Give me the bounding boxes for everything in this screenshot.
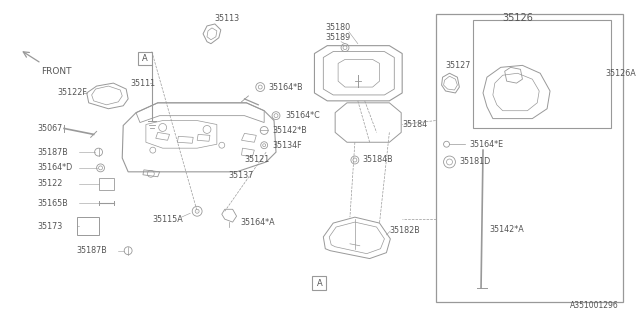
- Bar: [77, 217, 99, 235]
- Bar: [473, 20, 611, 128]
- Text: 35184B: 35184B: [363, 156, 394, 164]
- Text: 35187B: 35187B: [77, 246, 108, 255]
- Text: 35184: 35184: [402, 120, 428, 129]
- Text: 35180: 35180: [325, 23, 351, 32]
- Text: 35126: 35126: [502, 13, 533, 23]
- Text: 35126A: 35126A: [605, 69, 636, 78]
- Bar: [138, 52, 152, 65]
- Text: 35164*E: 35164*E: [469, 140, 503, 149]
- Text: A351001296: A351001296: [570, 301, 619, 310]
- Text: 35187B: 35187B: [38, 148, 68, 156]
- Text: 35122F: 35122F: [57, 88, 87, 98]
- Bar: [312, 276, 326, 290]
- Text: 35115A: 35115A: [153, 215, 184, 224]
- Text: A: A: [317, 279, 323, 288]
- Text: 35121: 35121: [244, 156, 269, 164]
- Text: 35165B: 35165B: [38, 199, 68, 208]
- Text: 35164*D: 35164*D: [38, 164, 73, 172]
- Text: 35173: 35173: [38, 221, 63, 230]
- Text: 35142*B: 35142*B: [272, 126, 307, 135]
- Text: 35182B: 35182B: [389, 227, 420, 236]
- Text: 35164*A: 35164*A: [241, 218, 275, 227]
- Bar: [436, 14, 623, 302]
- Bar: [99, 178, 115, 189]
- Text: 35164*B: 35164*B: [268, 83, 303, 92]
- Text: 35134F: 35134F: [272, 141, 301, 150]
- Text: 35113: 35113: [215, 13, 240, 22]
- Text: 35111: 35111: [130, 79, 156, 88]
- Text: 35137: 35137: [228, 171, 254, 180]
- Text: A: A: [142, 54, 148, 63]
- Text: 35164*C: 35164*C: [286, 111, 321, 120]
- Text: 35181D: 35181D: [460, 157, 491, 166]
- Text: 35127: 35127: [445, 61, 471, 70]
- Text: 35122: 35122: [38, 179, 63, 188]
- Text: 35067: 35067: [38, 124, 63, 133]
- Text: 35142*A: 35142*A: [489, 225, 524, 234]
- Text: FRONT: FRONT: [42, 67, 72, 76]
- Text: 35189: 35189: [325, 33, 351, 42]
